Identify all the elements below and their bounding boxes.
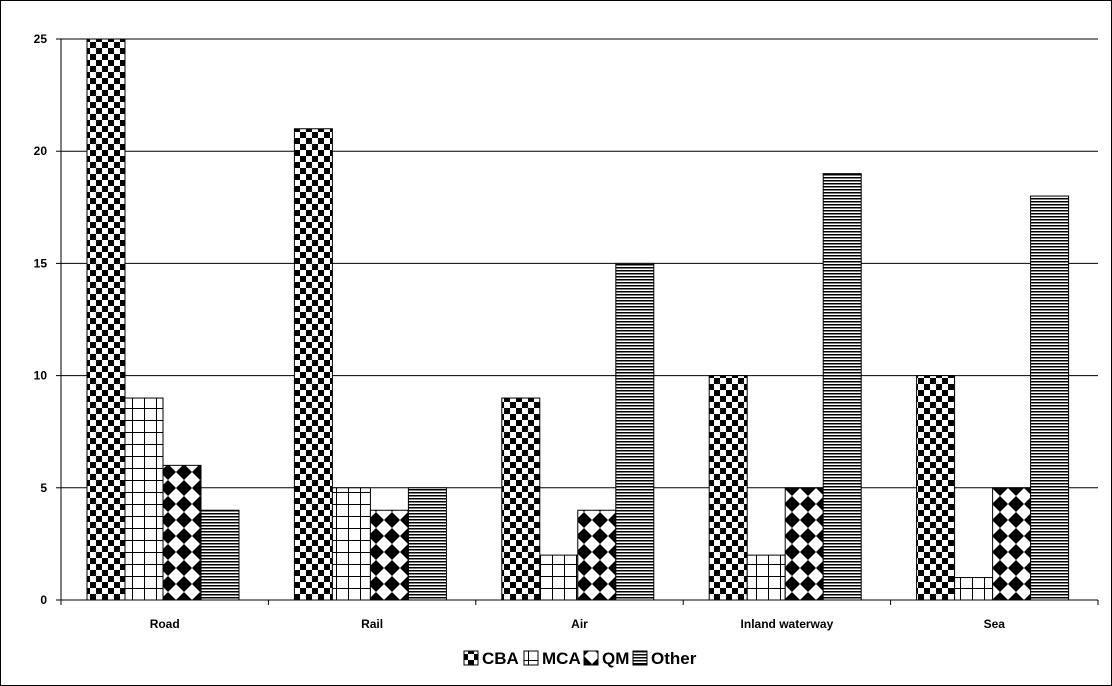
bar-cba-air — [501, 397, 541, 601]
y-tick-label: 10 — [34, 369, 48, 383]
legend-item-qm: QM — [583, 649, 629, 668]
bar-other-inland-waterway — [822, 173, 862, 601]
y-tick-label: 15 — [34, 256, 48, 270]
bar-qm-inland-waterway — [784, 487, 824, 601]
legend-swatch-other — [632, 650, 648, 666]
bar-other-rail — [407, 487, 447, 601]
x-tick-label: Rail — [361, 617, 383, 631]
y-tick-label: 20 — [34, 144, 48, 158]
bar-qm-road — [162, 464, 202, 601]
y-tick-label: 0 — [40, 593, 47, 607]
bar-qm-air — [577, 509, 617, 601]
x-tick-label: Sea — [984, 617, 1006, 631]
bar-mca-rail — [331, 487, 371, 601]
legend-item-mca: MCA — [523, 649, 581, 668]
y-tick-label: 25 — [34, 32, 48, 46]
bar-mca-air — [539, 554, 579, 601]
legend-item-cba: CBA — [463, 649, 519, 668]
bar-mca-sea — [954, 577, 994, 601]
legend: CBA MCA QM Other — [463, 649, 697, 668]
legend-swatch-cba — [463, 650, 479, 666]
bar-other-sea — [1030, 195, 1070, 601]
bar-cba-sea — [916, 375, 956, 601]
legend-swatch-mca — [523, 650, 539, 666]
bar-mca-inland-waterway — [746, 554, 786, 601]
legend-swatch-qm — [583, 650, 599, 666]
bar-qm-sea — [992, 487, 1032, 601]
legend-label-cba: CBA — [482, 649, 519, 668]
bar-cba-rail — [293, 128, 333, 601]
bar-cba-inland-waterway — [708, 375, 748, 601]
bar-other-road — [200, 509, 240, 601]
x-tick-label: Air — [571, 617, 588, 631]
bar-other-air — [615, 262, 655, 601]
legend-label-other: Other — [651, 649, 697, 668]
y-tick-label: 5 — [40, 481, 47, 495]
legend-item-other: Other — [632, 649, 697, 668]
tick-labels: 0 5 10 15 20 25 Road Rail Air Inland waterway Sea — [34, 32, 1006, 631]
legend-label-qm: QM — [602, 649, 629, 668]
legend-label-mca: MCA — [542, 649, 581, 668]
x-tick-label: Road — [150, 617, 180, 631]
bar-cba-road — [86, 38, 126, 601]
axes — [56, 38, 1099, 605]
bar-qm-rail — [369, 509, 409, 601]
bar-mca-road — [124, 397, 164, 601]
bars — [86, 38, 1070, 601]
x-tick-label: Inland waterway — [741, 617, 834, 631]
